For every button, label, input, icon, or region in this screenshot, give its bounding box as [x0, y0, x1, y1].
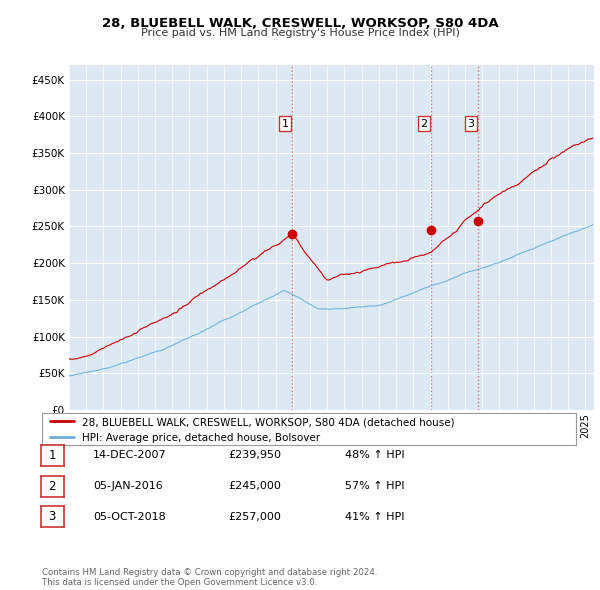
Text: 57% ↑ HPI: 57% ↑ HPI: [345, 481, 404, 491]
Text: HPI: Average price, detached house, Bolsover: HPI: Average price, detached house, Bols…: [82, 433, 320, 443]
Text: 28, BLUEBELL WALK, CRESWELL, WORKSOP, S80 4DA (detached house): 28, BLUEBELL WALK, CRESWELL, WORKSOP, S8…: [82, 417, 455, 427]
Text: 05-JAN-2016: 05-JAN-2016: [93, 481, 163, 491]
Text: 41% ↑ HPI: 41% ↑ HPI: [345, 512, 404, 522]
Text: 28, BLUEBELL WALK, CRESWELL, WORKSOP, S80 4DA: 28, BLUEBELL WALK, CRESWELL, WORKSOP, S8…: [101, 17, 499, 30]
Text: £257,000: £257,000: [228, 512, 281, 522]
Text: 3: 3: [49, 510, 56, 523]
Text: 3: 3: [467, 119, 475, 129]
Text: 1: 1: [49, 449, 56, 462]
Text: 14-DEC-2007: 14-DEC-2007: [93, 451, 167, 460]
Text: Contains HM Land Registry data © Crown copyright and database right 2024.
This d: Contains HM Land Registry data © Crown c…: [42, 568, 377, 587]
Text: £245,000: £245,000: [228, 481, 281, 491]
Text: 05-OCT-2018: 05-OCT-2018: [93, 512, 166, 522]
Text: 2: 2: [421, 119, 427, 129]
Text: Price paid vs. HM Land Registry's House Price Index (HPI): Price paid vs. HM Land Registry's House …: [140, 28, 460, 38]
Text: 48% ↑ HPI: 48% ↑ HPI: [345, 451, 404, 460]
Text: 1: 1: [281, 119, 289, 129]
Text: £239,950: £239,950: [228, 451, 281, 460]
Text: 2: 2: [49, 480, 56, 493]
